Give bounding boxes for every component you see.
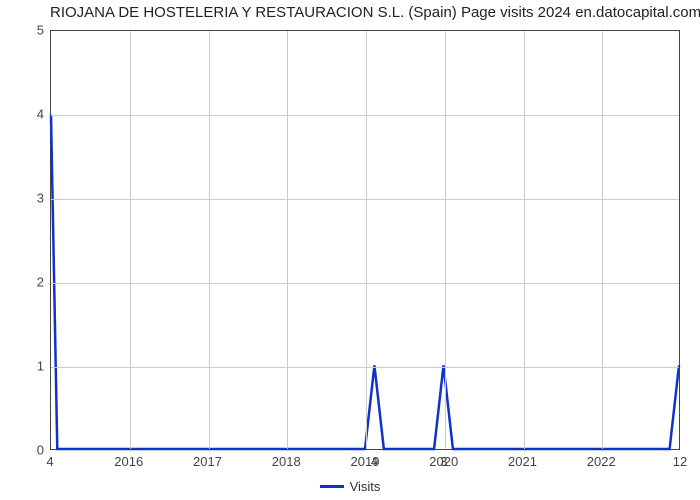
x-tick-label: 2017	[193, 454, 222, 469]
gridline-vertical	[602, 31, 603, 449]
x-tick-label: 2018	[272, 454, 301, 469]
gridline-vertical	[524, 31, 525, 449]
gridline-vertical	[130, 31, 131, 449]
gridline-vertical	[445, 31, 446, 449]
legend-swatch	[320, 485, 344, 488]
y-tick-label: 0	[4, 443, 44, 458]
gridline-vertical	[287, 31, 288, 449]
value-label: 4	[371, 454, 378, 469]
y-tick-label: 2	[4, 275, 44, 290]
gridline-vertical	[366, 31, 367, 449]
y-tick-label: 4	[4, 107, 44, 122]
gridline-horizontal	[51, 283, 679, 284]
chart-container: RIOJANA DE HOSTELERIA Y RESTAURACION S.L…	[0, 0, 700, 500]
chart-title: RIOJANA DE HOSTELERIA Y RESTAURACION S.L…	[50, 4, 700, 21]
visits-line	[51, 31, 679, 449]
gridline-vertical	[209, 31, 210, 449]
value-label: 4	[46, 454, 53, 469]
gridline-horizontal	[51, 367, 679, 368]
y-tick-label: 1	[4, 359, 44, 374]
plot-area	[50, 30, 680, 450]
y-tick-label: 3	[4, 191, 44, 206]
visits-polyline	[51, 115, 679, 449]
x-tick-label: 2021	[508, 454, 537, 469]
x-tick-label: 2016	[114, 454, 143, 469]
legend-label: Visits	[350, 479, 381, 494]
gridline-horizontal	[51, 115, 679, 116]
x-tick-label: 2022	[587, 454, 616, 469]
value-label: 3	[440, 454, 447, 469]
y-tick-label: 5	[4, 23, 44, 38]
value-label: 12	[673, 454, 687, 469]
gridline-horizontal	[51, 199, 679, 200]
legend: Visits	[0, 478, 700, 494]
